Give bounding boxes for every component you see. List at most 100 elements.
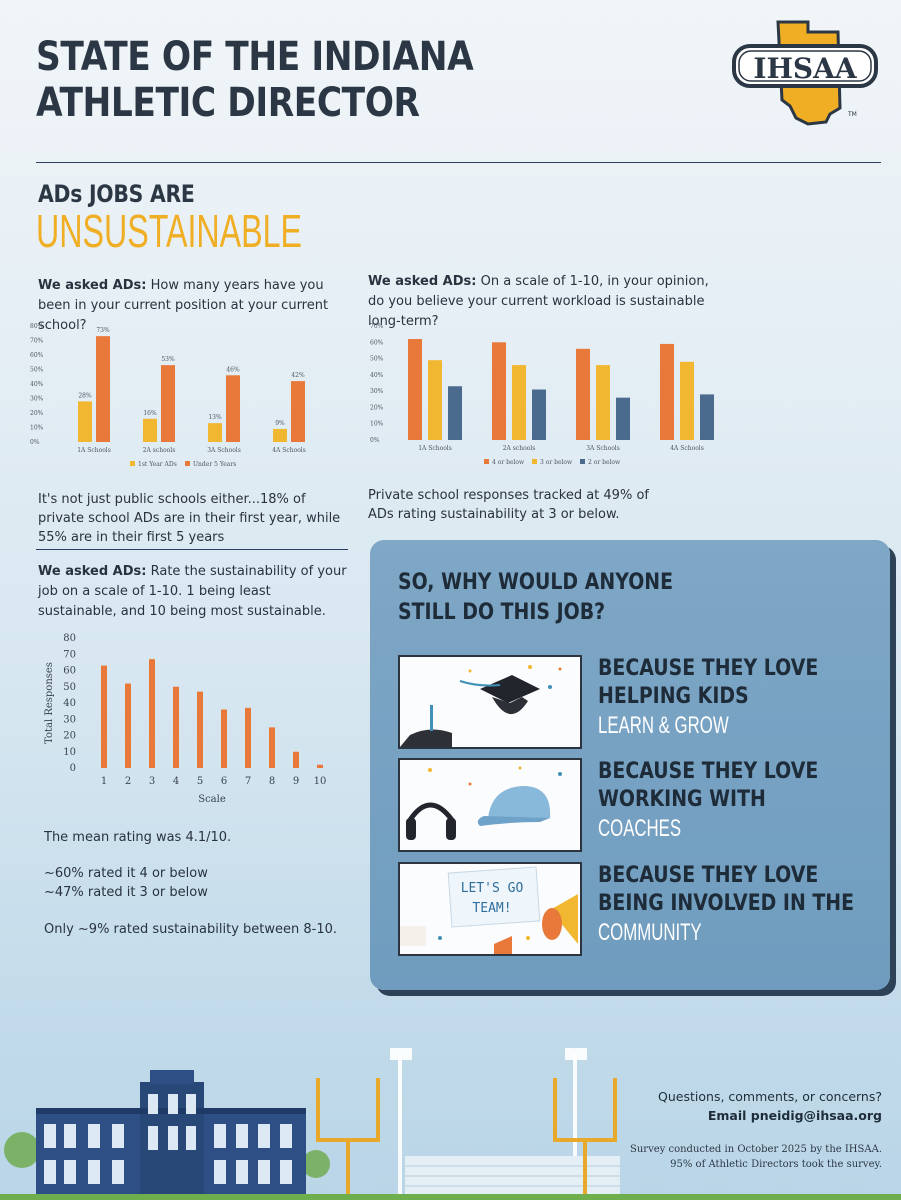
stat-47: ~47% rated it 3 or below: [44, 885, 208, 900]
y-tick-label: 20%: [30, 410, 44, 417]
question-1-lead: We asked ADs:: [38, 278, 147, 293]
stat-mean: The mean rating was 4.1/10.: [44, 830, 232, 845]
bar: [208, 423, 222, 442]
bar: [293, 751, 299, 768]
footer-line-1: Questions, comments, or concerns?: [658, 1089, 882, 1104]
y-tick-label: 40%: [30, 381, 44, 388]
section-heading-big: UNSUSTAINABLE: [36, 205, 303, 257]
bar: [492, 342, 506, 440]
legend-swatch: [532, 459, 537, 464]
data-label: 9%: [275, 420, 285, 427]
x-tick-label: 1A Schools: [77, 447, 111, 454]
bar: [101, 665, 107, 768]
x-tick-label: 5: [197, 776, 203, 787]
team-sign-icon: LET'S GO TEAM!: [400, 866, 578, 954]
x-tick-label: 1A Schools: [418, 445, 452, 452]
ihsaa-logo: IHSAA TM: [732, 20, 878, 126]
logo-tm: TM: [847, 111, 857, 118]
bar: [428, 360, 442, 440]
question-2-note: Private school responses tracked at 49% …: [368, 488, 649, 522]
logo-text: IHSAA: [753, 52, 857, 85]
y-tick-label: 40: [63, 698, 76, 709]
bar: [448, 386, 462, 440]
footer-line-4: 95% of Athletic Directors took the surve…: [670, 1159, 882, 1170]
y-tick-label: 30%: [370, 388, 384, 395]
question-3-lead: We asked ADs:: [38, 564, 147, 579]
bar: [576, 348, 590, 440]
y-tick-label: 60%: [370, 339, 384, 346]
question-3: We asked ADs: Rate the sustainability of…: [38, 562, 348, 622]
y-tick-label: 0%: [30, 439, 40, 446]
question-2: We asked ADs: On a scale of 1-10, in you…: [368, 272, 728, 332]
data-label: 13%: [208, 414, 222, 421]
mid-divider: [36, 549, 348, 550]
photo-community: LET'S GO TEAM!: [398, 862, 582, 956]
section-heading-small: ADs JOBS ARE: [38, 180, 195, 208]
bar: [149, 659, 155, 768]
bar: [269, 727, 275, 768]
y-tick-label: 50%: [30, 367, 44, 374]
bar: [143, 418, 157, 442]
y-tick-label: 80%: [30, 323, 44, 330]
photo-coaching: [398, 758, 582, 852]
question-2-text: On a scale of 1-10, in your opinion, do …: [368, 274, 709, 329]
legend-swatch: [130, 461, 135, 466]
x-tick-label: 4A Schools: [272, 447, 306, 454]
x-tick-label: 10: [314, 776, 327, 787]
bar: [96, 336, 110, 442]
chart-workload-sustainable: 0% 10% 20% 30% 40% 50% 60% 70% 1A Schools 2A scho…: [370, 323, 714, 466]
x-tick-label: 3A Schools: [207, 447, 241, 454]
page-title: STATE OF THE INDIANA ATHLETIC DIRECTOR: [36, 34, 552, 126]
bar: [78, 401, 92, 442]
legend-swatch: [484, 459, 489, 464]
reason-2-line-2: WORKING WITH: [598, 787, 766, 812]
y-tick-label: 0: [70, 763, 76, 774]
bar: [512, 365, 526, 440]
y-tick-label: 70%: [30, 338, 44, 345]
reason-2: BECAUSE THEY LOVE WORKING WITH COACHES: [598, 758, 901, 844]
bar: [291, 381, 305, 442]
x-tick-label: 7: [245, 776, 251, 787]
y-tick-label: 30: [63, 714, 76, 725]
bar: [173, 686, 179, 768]
bar: [221, 709, 227, 768]
y-tick-label: 10%: [370, 421, 384, 428]
data-label: 42%: [291, 372, 305, 379]
y-tick-label: 20%: [370, 404, 384, 411]
bar: [125, 683, 131, 768]
footer-email-link[interactable]: Email pneidig@ihsaa.org: [707, 1108, 882, 1123]
x-tick-label: 1: [101, 776, 107, 787]
bar: [616, 397, 630, 440]
question-1-text: How many years have you been in your cur…: [38, 278, 329, 333]
bar: [700, 394, 714, 440]
x-tick-label: 8: [269, 776, 275, 787]
footer-contact: Questions, comments, or concerns? Email …: [658, 1087, 882, 1125]
bar: [317, 764, 323, 768]
baseball-cap-icon: [406, 766, 562, 840]
x-tick-label: 6: [221, 776, 227, 787]
y-tick-label: 30%: [30, 396, 44, 403]
y-tick-label: 20: [63, 731, 76, 742]
x-tick-label: 3A Schools: [586, 445, 620, 452]
x-tick-label: 3: [149, 776, 155, 787]
bar: [161, 365, 175, 442]
y-tick-label: 60%: [30, 352, 44, 359]
y-axis-label: Total Responses: [44, 662, 55, 744]
y-tick-label: 70: [63, 649, 76, 660]
reason-1-line-2: HELPING KIDS: [598, 684, 749, 709]
school-field-illustration: [0, 1048, 901, 1200]
bar: [408, 339, 422, 440]
question-2-lead: We asked ADs:: [368, 274, 477, 289]
legend-label: 2 or below: [588, 459, 621, 466]
question-3-text: Rate the sustainability of your job on a…: [38, 564, 347, 619]
title-line-2: ATHLETIC DIRECTOR: [36, 80, 420, 126]
legend-swatch: [580, 459, 585, 464]
reason-1-line-3: LEARN & GROW: [598, 712, 729, 739]
legend-label: 4 or below: [492, 459, 525, 466]
header-divider: [36, 162, 881, 163]
x-tick-label: 2: [125, 776, 131, 787]
chart-sustainability-rating: 0 10 20 30 40 50 60 70 80 1 2 3 4 5 6 7 8 9 10 Scale Total R…: [44, 633, 327, 805]
x-tick-label: 2A schools: [143, 447, 176, 454]
chart-years-in-position: 0% 10% 20% 30% 40% 50% 60% 70% 80% 28% 73% 1A Schoo…: [30, 323, 306, 468]
y-tick-label: 40%: [370, 372, 384, 379]
